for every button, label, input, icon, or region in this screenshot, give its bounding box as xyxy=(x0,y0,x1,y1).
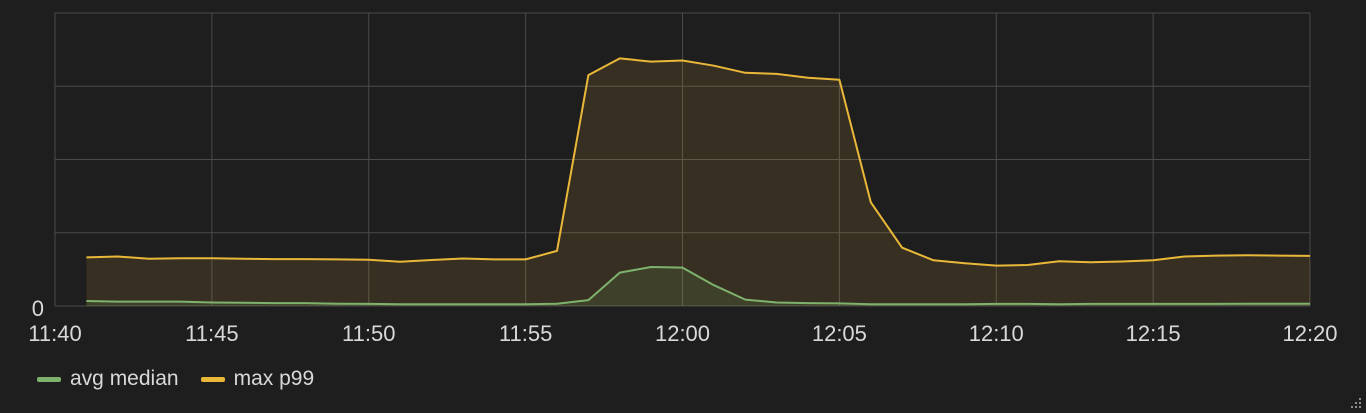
x-tick-label: 11:50 xyxy=(342,321,395,346)
x-tick-label: 12:05 xyxy=(812,321,867,346)
x-tick-label: 11:40 xyxy=(28,321,81,346)
legend: avg median max p99 xyxy=(37,367,336,391)
axes: 11:40 11:45 11:50 11:55 12:00 12:05 12:10 12:15… xyxy=(28,296,1337,346)
graph-panel[interactable]: 11:40 11:45 11:50 11:55 12:00 12:05 12:10 12:15… xyxy=(0,0,1366,360)
grid xyxy=(54,12,1311,307)
x-tick-label: 12:20 xyxy=(1282,321,1337,346)
series-fill-max-p99 xyxy=(86,58,1310,307)
legend-label-max-p99: max p99 xyxy=(233,367,315,390)
x-tick-label: 12:00 xyxy=(655,321,710,346)
x-tick-label: 12:10 xyxy=(969,321,1024,346)
legend-item-avg-median[interactable]: avg median xyxy=(37,367,179,391)
series-area xyxy=(86,57,1311,307)
legend-label-avg-median: avg median xyxy=(70,367,179,390)
x-tick-label: 11:45 xyxy=(185,321,238,346)
legend-swatch-max-p99 xyxy=(200,376,225,382)
x-tick-label: 12:15 xyxy=(1126,321,1181,346)
x-tick-label: 11:55 xyxy=(499,321,552,346)
legend-item-max-p99[interactable]: max p99 xyxy=(200,367,315,391)
series-fill-avg-median xyxy=(86,267,1310,306)
series-line-avg-median xyxy=(86,266,1310,306)
y-tick-label: 0 xyxy=(32,296,44,321)
resize-handle-icon[interactable] xyxy=(1347,394,1361,408)
series-line-max-p99 xyxy=(86,57,1311,267)
legend-swatch-avg-median xyxy=(37,376,61,382)
